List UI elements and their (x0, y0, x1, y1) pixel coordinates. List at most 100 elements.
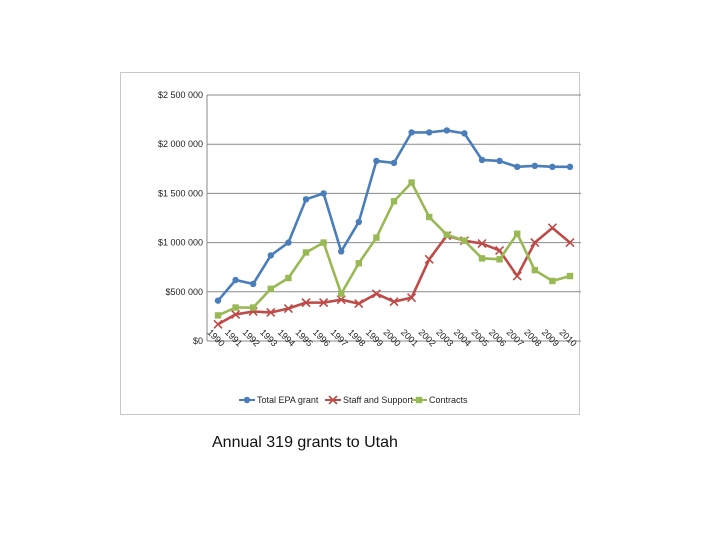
data-point (512, 271, 522, 281)
data-point (408, 129, 415, 136)
data-point (320, 190, 327, 197)
data-point (531, 266, 538, 274)
data-point (408, 179, 415, 186)
y-tick-label: $1 000 000 (158, 238, 203, 248)
data-point (355, 260, 362, 267)
legend-item: Staff and Support (325, 395, 413, 405)
x-tick-label: 1994 (276, 327, 297, 348)
data-point (547, 223, 557, 233)
data-point (320, 239, 327, 246)
data-point (415, 396, 423, 404)
x-axis-ticks: 1990199119921993199419951996199719981999… (205, 327, 578, 348)
x-tick-label: 2002 (417, 327, 438, 348)
x-tick-label: 1995 (293, 327, 314, 348)
x-tick-label: 1991 (223, 327, 244, 348)
x-tick-label: 2005 (469, 327, 490, 348)
data-point (250, 280, 257, 288)
data-point (243, 396, 251, 404)
data-point (389, 297, 399, 307)
data-point (354, 299, 364, 309)
legend: Total EPA grant Staff and Support Contract… (239, 395, 468, 405)
x-tick-label: 2010 (557, 327, 578, 348)
data-point (232, 276, 239, 284)
series-layer (213, 127, 575, 329)
data-point (267, 285, 274, 293)
data-point (301, 298, 311, 308)
x-tick-label: 2009 (540, 327, 561, 348)
data-point (214, 297, 222, 304)
data-point (426, 213, 433, 221)
data-point (530, 238, 540, 248)
data-point (495, 245, 505, 256)
data-point (266, 307, 276, 318)
data-point (407, 293, 417, 303)
data-point (373, 234, 380, 241)
data-point (250, 304, 257, 311)
data-point (549, 277, 556, 285)
x-tick-label: 1992 (241, 327, 262, 348)
x-tick-label: 1997 (329, 327, 350, 348)
x-tick-label: 1990 (205, 327, 226, 348)
legend-item: Contracts (411, 395, 468, 405)
legend-label: Contracts (429, 395, 468, 405)
data-point (214, 312, 222, 319)
data-point (514, 230, 521, 237)
data-point (336, 295, 346, 305)
data-point (338, 290, 345, 297)
y-tick-label: $500 000 (165, 287, 203, 297)
line-chart: $0 $500 000 $1 000 000 $1 500 000 $2 000 000… (158, 90, 581, 405)
slide-caption: Annual 319 grants to Utah (212, 434, 398, 451)
x-tick-label: 2004 (452, 327, 473, 348)
series-contracts (214, 179, 574, 319)
data-point (549, 163, 556, 171)
data-point (443, 127, 450, 134)
data-point (213, 319, 223, 329)
x-tick-label: 2007 (505, 327, 526, 348)
data-point (478, 156, 486, 164)
x-tick-label: 2008 (522, 327, 543, 348)
data-point (319, 298, 329, 308)
x-tick-label: 2003 (434, 327, 455, 348)
data-point (285, 239, 292, 246)
x-tick-label: 1993 (258, 327, 279, 348)
x-tick-label: 1999 (364, 327, 385, 348)
data-point (477, 239, 487, 249)
legend-label: Staff and Support (343, 395, 413, 405)
y-tick-label: $2 000 000 (158, 139, 203, 149)
data-point (461, 237, 468, 244)
data-point (373, 157, 380, 165)
data-point (302, 249, 310, 256)
data-point (338, 248, 345, 255)
data-point (496, 157, 503, 165)
data-point (566, 272, 574, 280)
data-point (267, 252, 274, 259)
axes (206, 95, 581, 342)
data-point (566, 163, 574, 171)
data-point (328, 395, 338, 405)
x-tick-label: 1998 (346, 327, 367, 348)
data-point (496, 256, 503, 263)
legend-item: Total EPA grant (239, 395, 319, 405)
series-staff-and-support (213, 223, 575, 329)
data-point (531, 162, 538, 170)
data-point (390, 198, 398, 205)
data-point (302, 196, 310, 203)
data-point (232, 304, 239, 311)
y-tick-label: $1 500 000 (158, 188, 203, 198)
data-point (514, 163, 521, 171)
data-point (424, 254, 434, 264)
x-tick-label: 2001 (399, 327, 420, 348)
data-point (355, 218, 362, 226)
data-point (426, 129, 433, 136)
legend-label: Total EPA grant (257, 395, 319, 405)
data-point (461, 130, 468, 137)
chart-frame: $0 $500 000 $1 000 000 $1 500 000 $2 000 000… (120, 72, 581, 415)
y-axis-ticks: $0 $500 000 $1 000 000 $1 500 000 $2 000 000… (158, 90, 203, 346)
data-point (443, 231, 450, 238)
data-point (478, 255, 486, 262)
x-tick-label: 2000 (381, 327, 402, 348)
gridlines (207, 94, 581, 293)
data-point (390, 159, 398, 167)
data-point (565, 238, 575, 248)
data-point (283, 303, 293, 314)
